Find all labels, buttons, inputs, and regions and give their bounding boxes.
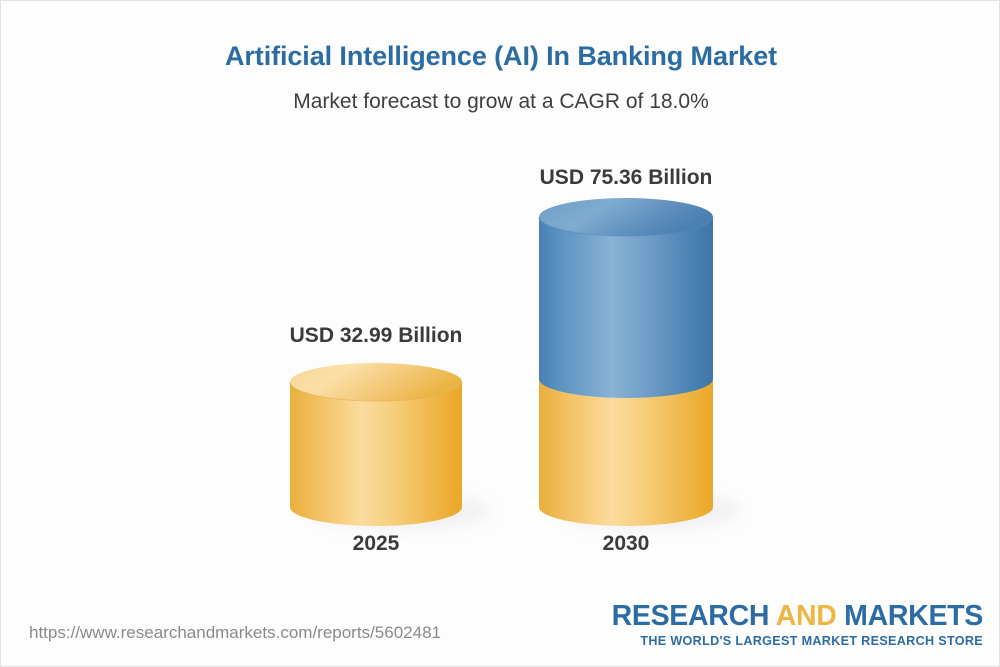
category-label-2030: 2030 [602, 532, 650, 555]
brand-logo-markets: MARKETS [836, 600, 983, 632]
bar-cap-seam-2030 [538, 216, 714, 237]
chart-plot-area: USD 32.99 Billion USD 75.36 Billion 2025… [1, 1, 999, 601]
bar-segment-base-2030 [539, 379, 713, 526]
chart-subtitle: Market forecast to grow at a CAGR of 18.… [293, 90, 709, 113]
bar-cylinder-2025 [289, 363, 491, 531]
bar-value-label-2025: USD 32.99 Billion [289, 324, 463, 347]
bar-cap-seam-2025 [289, 381, 463, 402]
bar-segment-growth-2030 [539, 217, 713, 398]
brand-logo-and: AND [775, 600, 837, 632]
brand-logo: RESEARCH AND MARKETS THE WORLD'S LARGEST… [611, 600, 984, 648]
cylinder-bars-svg [289, 198, 741, 531]
brand-logo-name: RESEARCH AND MARKETS [611, 600, 984, 632]
brand-logo-research: RESEARCH [611, 600, 776, 632]
page-title: Artificial Intelligence (AI) In Banking … [225, 41, 777, 71]
brand-logo-tagline: THE WORLD'S LARGEST MARKET RESEARCH STOR… [640, 633, 983, 648]
bar-top-cap-2025 [290, 363, 462, 401]
bar-value-label-2030: USD 75.36 Billion [539, 166, 713, 189]
category-label-2025: 2025 [352, 532, 400, 555]
bar-top-cap-2030 [539, 198, 713, 236]
source-url-text: https://www.researchandmarkets.com/repor… [29, 623, 441, 642]
bar-cylinder-2030 [538, 198, 741, 531]
bar-body-2025 [290, 382, 462, 526]
